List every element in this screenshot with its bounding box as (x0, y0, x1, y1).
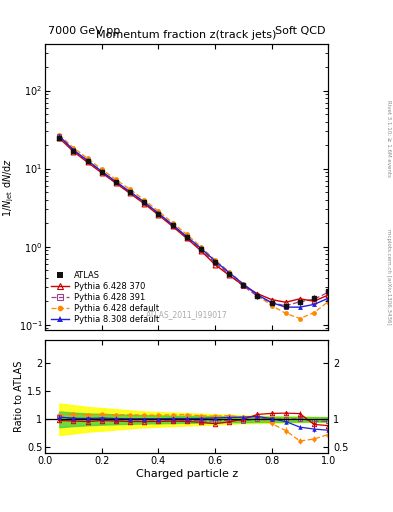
Y-axis label: Ratio to ATLAS: Ratio to ATLAS (14, 361, 24, 433)
Text: ATLAS_2011_I919017: ATLAS_2011_I919017 (146, 310, 228, 319)
Legend: ATLAS, Pythia 6.428 370, Pythia 6.428 391, Pythia 6.428 default, Pythia 8.308 de: ATLAS, Pythia 6.428 370, Pythia 6.428 39… (50, 269, 160, 326)
Y-axis label: $1/N_\mathrm{jet}\ \mathrm{d}N/\mathrm{d}z$: $1/N_\mathrm{jet}\ \mathrm{d}N/\mathrm{d… (2, 157, 16, 217)
Title: Momentum fraction z(track jets): Momentum fraction z(track jets) (97, 30, 277, 40)
Text: Soft QCD: Soft QCD (275, 26, 325, 36)
Text: mcplots.cern.ch [arXiv:1306.3436]: mcplots.cern.ch [arXiv:1306.3436] (386, 229, 391, 324)
Text: Rivet 3.1.10; ≥ 1.6M events: Rivet 3.1.10; ≥ 1.6M events (386, 100, 391, 177)
Text: 7000 GeV pp: 7000 GeV pp (48, 26, 120, 36)
X-axis label: Charged particle z: Charged particle z (136, 468, 238, 479)
